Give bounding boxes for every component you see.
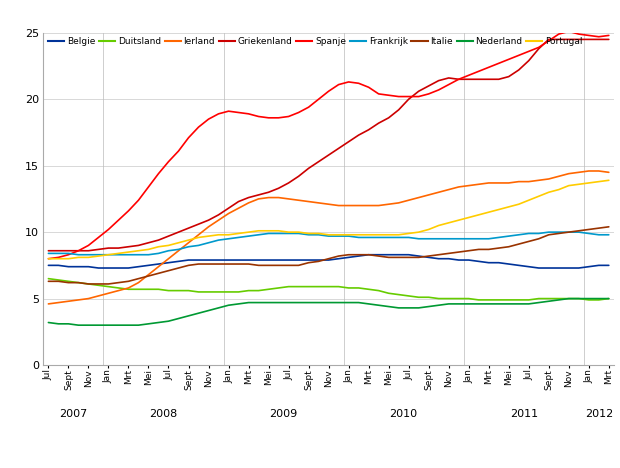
Belgie	[455, 257, 463, 263]
Nederland	[205, 308, 212, 314]
Duitsland	[425, 294, 432, 300]
Legend: Belgie, Duitsland, Ierland, Griekenland, Spanje, Frankrijk, Italie, Nederland, P: Belgie, Duitsland, Ierland, Griekenland,…	[48, 37, 583, 46]
Italie	[45, 278, 52, 284]
Portugal	[425, 227, 432, 232]
Frankrijk	[435, 236, 443, 241]
Italie	[64, 280, 72, 285]
Griekenland	[285, 180, 292, 186]
Griekenland	[64, 248, 72, 254]
Portugal	[64, 256, 72, 262]
Belgie	[64, 264, 72, 270]
Ierland	[585, 168, 593, 174]
Nederland	[605, 296, 613, 301]
Nederland	[445, 301, 453, 307]
Spanje	[435, 87, 443, 93]
Line: Griekenland: Griekenland	[48, 39, 609, 251]
Duitsland	[74, 280, 82, 285]
Italie	[85, 281, 92, 287]
Nederland	[85, 322, 92, 328]
Portugal	[435, 223, 443, 228]
Nederland	[565, 296, 572, 301]
Griekenland	[435, 78, 443, 83]
Griekenland	[45, 248, 52, 254]
Line: Spanje: Spanje	[48, 31, 609, 259]
Griekenland	[545, 37, 552, 42]
Spanje	[425, 91, 432, 97]
Line: Ierland: Ierland	[48, 171, 609, 304]
Ierland	[285, 196, 292, 202]
Spanje	[605, 33, 613, 38]
Griekenland	[74, 248, 82, 254]
Italie	[435, 252, 443, 257]
Ierland	[45, 301, 52, 307]
Spanje	[565, 29, 572, 34]
Duitsland	[285, 284, 292, 289]
Nederland	[435, 302, 443, 308]
Line: Nederland: Nederland	[48, 299, 609, 325]
Portugal	[195, 234, 202, 240]
Belgie	[95, 265, 102, 271]
Frankrijk	[64, 250, 72, 256]
Italie	[295, 263, 303, 268]
Ierland	[425, 192, 432, 197]
Ierland	[605, 169, 613, 175]
Frankrijk	[45, 250, 52, 256]
Nederland	[295, 300, 303, 306]
Text: 2007: 2007	[60, 410, 87, 419]
Belgie	[445, 256, 453, 262]
Ierland	[64, 299, 72, 304]
Nederland	[45, 320, 52, 325]
Duitsland	[45, 276, 52, 281]
Italie	[205, 261, 212, 267]
Belgie	[74, 264, 82, 270]
Text: 2012: 2012	[585, 410, 613, 419]
Spanje	[64, 252, 72, 257]
Line: Frankrijk: Frankrijk	[48, 232, 609, 255]
Text: 2008: 2008	[149, 410, 177, 419]
Line: Italie: Italie	[48, 227, 609, 284]
Ierland	[74, 297, 82, 303]
Portugal	[285, 229, 292, 235]
Griekenland	[605, 37, 613, 42]
Line: Belgie: Belgie	[48, 255, 609, 268]
Text: 2010: 2010	[389, 410, 418, 419]
Frankrijk	[74, 252, 82, 257]
Spanje	[74, 248, 82, 254]
Belgie	[605, 263, 613, 268]
Frankrijk	[545, 229, 552, 235]
Italie	[74, 280, 82, 285]
Portugal	[45, 256, 52, 262]
Duitsland	[195, 289, 202, 295]
Nederland	[74, 322, 82, 328]
Portugal	[605, 177, 613, 183]
Spanje	[285, 114, 292, 119]
Belgie	[205, 257, 212, 263]
Duitsland	[435, 296, 443, 301]
Frankrijk	[605, 232, 613, 238]
Text: 2011: 2011	[510, 410, 538, 419]
Duitsland	[475, 297, 482, 303]
Frankrijk	[85, 252, 92, 257]
Line: Duitsland: Duitsland	[48, 278, 609, 300]
Griekenland	[195, 221, 202, 227]
Text: 2009: 2009	[270, 410, 298, 419]
Frankrijk	[445, 236, 453, 241]
Frankrijk	[205, 240, 212, 246]
Frankrijk	[295, 231, 303, 236]
Ierland	[435, 190, 443, 195]
Griekenland	[425, 83, 432, 89]
Duitsland	[64, 278, 72, 284]
Belgie	[45, 263, 52, 268]
Portugal	[74, 255, 82, 260]
Nederland	[64, 321, 72, 327]
Ierland	[195, 232, 202, 238]
Spanje	[195, 124, 202, 130]
Spanje	[45, 256, 52, 262]
Belgie	[365, 252, 373, 257]
Belgie	[295, 257, 303, 263]
Italie	[605, 224, 613, 230]
Italie	[445, 250, 453, 256]
Line: Portugal: Portugal	[48, 180, 609, 259]
Duitsland	[605, 296, 613, 301]
